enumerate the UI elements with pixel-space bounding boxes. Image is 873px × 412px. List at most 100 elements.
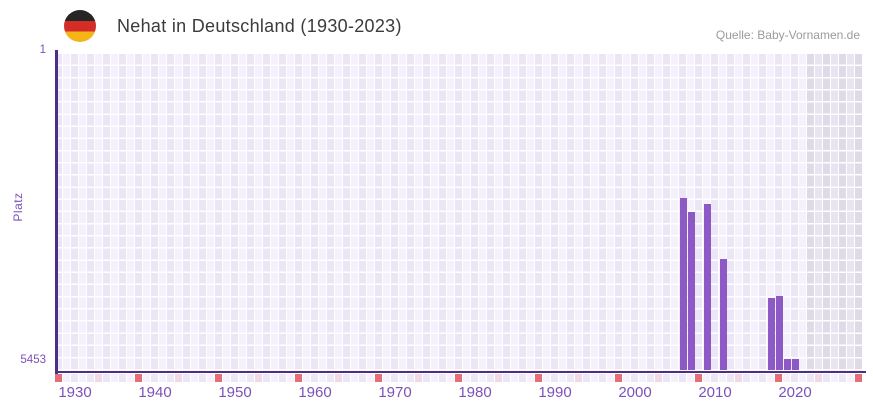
grid-column: [327, 54, 335, 371]
marker-cell-red: [215, 373, 223, 382]
source-attribution: Quelle: Baby-Vornamen.de: [715, 28, 860, 42]
grid-column: [447, 54, 455, 371]
grid-column: [79, 54, 87, 371]
y-axis-label: Platz: [11, 192, 25, 222]
grid-column: [695, 54, 703, 371]
marker-cell: [439, 373, 447, 382]
grid-column: [423, 54, 431, 371]
grid-column: [143, 54, 151, 371]
marker-cell: [359, 373, 367, 382]
marker-cell: [487, 373, 495, 382]
marker-cell: [319, 373, 327, 382]
marker-cell-pink: [175, 373, 183, 382]
grid-column: [615, 54, 623, 371]
germany-flag-icon: [64, 10, 96, 42]
bar-2007[interactable]: [687, 211, 695, 371]
marker-cell: [391, 373, 399, 382]
marker-cell-red: [55, 373, 63, 382]
grid-column: [191, 54, 199, 371]
bar-2011[interactable]: [719, 258, 727, 371]
bar-2018[interactable]: [775, 296, 783, 371]
marker-cell: [807, 373, 815, 382]
marker-cell: [783, 373, 791, 382]
grid-column: [583, 54, 591, 371]
marker-cell: [71, 373, 79, 382]
marker-cell: [199, 373, 207, 382]
grid-column: [591, 54, 599, 371]
grid-column: [807, 54, 815, 371]
grid-column: [711, 54, 719, 371]
bar-2006[interactable]: [679, 198, 687, 371]
grid-column: [431, 54, 439, 371]
marker-cell: [303, 373, 311, 382]
marker-cell-pink: [415, 373, 423, 382]
grid-column: [671, 54, 679, 371]
marker-cell: [527, 373, 535, 382]
grid-column: [175, 54, 183, 371]
marker-cell: [127, 373, 135, 382]
grid-column: [639, 54, 647, 371]
marker-cell: [631, 373, 639, 382]
marker-cell: [847, 373, 855, 382]
marker-cell-pink: [495, 373, 503, 382]
marker-cell: [503, 373, 511, 382]
marker-cell: [647, 373, 655, 382]
grid-column: [167, 54, 175, 371]
grid-column: [255, 54, 263, 371]
bar-2017[interactable]: [767, 298, 775, 371]
grid-column: [727, 54, 735, 371]
grid-column: [367, 54, 375, 371]
x-tick-label: 2020: [778, 384, 812, 401]
grid-column: [71, 54, 79, 371]
marker-cell: [607, 373, 615, 382]
grid-column: [751, 54, 759, 371]
marker-cell: [559, 373, 567, 382]
bar-2009[interactable]: [703, 203, 711, 371]
y-tick-max: 1: [39, 44, 46, 56]
marker-cell-pink: [815, 373, 823, 382]
marker-cell: [311, 373, 319, 382]
grid-column: [415, 54, 423, 371]
marker-cell: [367, 373, 375, 382]
marker-cell: [623, 373, 631, 382]
bar-2020[interactable]: [791, 359, 799, 371]
grid-column: [95, 54, 103, 371]
bar-2019[interactable]: [783, 359, 791, 371]
marker-cell: [703, 373, 711, 382]
marker-cell: [279, 373, 287, 382]
grid-column: [535, 54, 543, 371]
grid-column: [495, 54, 503, 371]
grid-column: [519, 54, 527, 371]
marker-cell: [583, 373, 591, 382]
marker-cell: [671, 373, 679, 382]
grid-column: [111, 54, 119, 371]
y-tick-min: 5453: [20, 354, 46, 366]
grid-column: [239, 54, 247, 371]
marker-cell: [511, 373, 519, 382]
marker-cell-red: [695, 373, 703, 382]
grid-column: [855, 54, 863, 371]
grid-column: [607, 54, 615, 371]
grid-column: [271, 54, 279, 371]
grid-column: [279, 54, 287, 371]
marker-cell: [431, 373, 439, 382]
marker-cell: [79, 373, 87, 382]
marker-cell: [639, 373, 647, 382]
grid-column: [223, 54, 231, 371]
marker-cell: [399, 373, 407, 382]
grid-column: [471, 54, 479, 371]
grid-column: [551, 54, 559, 371]
marker-cell-pink: [335, 373, 343, 382]
grid-column: [183, 54, 191, 371]
grid-column: [87, 54, 95, 371]
marker-cell: [463, 373, 471, 382]
marker-cell-pink: [255, 373, 263, 382]
grid-column: [351, 54, 359, 371]
marker-cell: [831, 373, 839, 382]
grid-column: [759, 54, 767, 371]
marker-cell-red: [295, 373, 303, 382]
grid-column: [335, 54, 343, 371]
grid-column: [567, 54, 575, 371]
marker-cell: [727, 373, 735, 382]
